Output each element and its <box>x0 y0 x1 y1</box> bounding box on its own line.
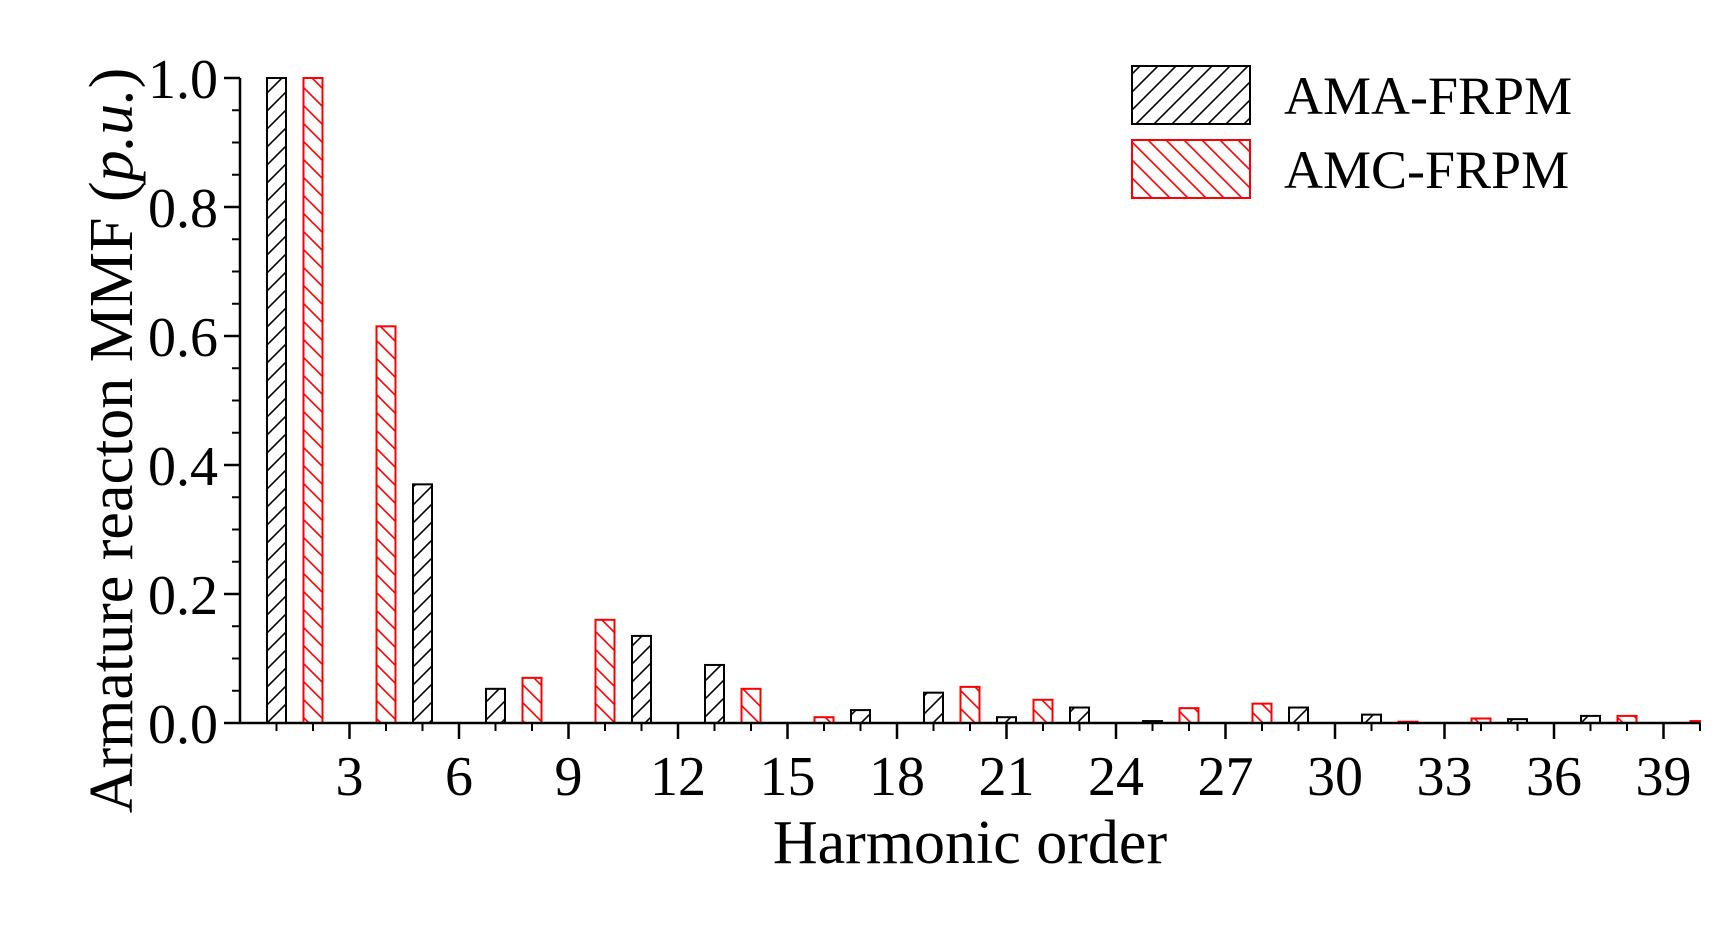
x-tick-label-6: 6 <box>445 746 473 808</box>
legend-swatch-amc-frpm <box>1131 139 1251 199</box>
axes-group: 3 6 9 12 15 18 21 24 27 30 33 36 39 0.00.20.40.60.81… <box>148 49 1701 808</box>
y-ticks: 0.0 0.2 0.4 0.6 0.8 1.0 <box>148 49 240 756</box>
bar-amc-frpm-h10 <box>594 618 616 724</box>
bar-amc-frpm-h14 <box>740 687 762 725</box>
bar-amc-frpm-h4 <box>375 325 397 724</box>
x-tick-label-21: 21 <box>979 746 1035 808</box>
x-tick-label-12: 12 <box>650 746 706 808</box>
y-axis-title-paren-open: ( <box>78 181 146 202</box>
y-tick-label-0.4: 0.4 <box>148 436 218 498</box>
legend-label-amc-frpm: AMC-FRPM <box>1284 140 1569 200</box>
legend-swatch-ama-frpm <box>1131 65 1251 125</box>
bar-ama-frpm-h13 <box>704 663 725 725</box>
x-tick-label-30: 30 <box>1307 746 1363 808</box>
bars-group <box>266 77 1701 725</box>
x-axis-title: Harmonic order <box>773 809 1168 877</box>
y-axis-title: Armature reacton MMF (p.u.) <box>78 68 146 814</box>
bar-amc-frpm-h22 <box>1032 698 1054 725</box>
legend-label-ama-frpm: AMA-FRPM <box>1284 66 1572 126</box>
bar-amc-frpm-h8 <box>521 676 543 724</box>
y-axis-title-unit: p.u. <box>78 88 146 185</box>
bar-ama-frpm-h5 <box>412 483 433 724</box>
y-tick-label-1.0: 1.0 <box>148 49 218 111</box>
x-tick-label-36: 36 <box>1526 746 1582 808</box>
bar-amc-frpm-h2 <box>302 77 324 724</box>
x-tick-label-27: 27 <box>1198 746 1254 808</box>
x-tick-label-39: 39 <box>1636 746 1692 808</box>
y-axis-title-paren-close: ) <box>78 68 146 89</box>
y-tick-label-0.6: 0.6 <box>148 307 218 369</box>
bar-ama-frpm-h29 <box>1288 706 1309 725</box>
x-tick-label-3: 3 <box>336 746 364 808</box>
x-tick-label-24: 24 <box>1088 746 1144 808</box>
bar-amc-frpm-h26 <box>1178 707 1200 724</box>
legend: AMA-FRPM AMC-FRPM <box>1131 65 1572 200</box>
x-tick-label-15: 15 <box>760 746 816 808</box>
bar-amc-frpm-h20 <box>959 685 981 725</box>
bar-ama-frpm-h23 <box>1069 706 1090 725</box>
bar-ama-frpm-h7 <box>485 687 506 725</box>
y-axis-title-main: Armature reacton MMF <box>78 202 146 813</box>
bar-ama-frpm-h11 <box>631 634 652 724</box>
bar-amc-frpm-h28 <box>1251 702 1273 725</box>
x-ticks: 3 6 9 12 15 18 21 24 27 30 33 36 39 <box>275 723 1701 808</box>
x-tick-label-33: 33 <box>1417 746 1473 808</box>
y-tick-label-0.0: 0.0 <box>148 694 218 756</box>
bar-ama-frpm-h17 <box>850 709 871 724</box>
y-tick-label-0.2: 0.2 <box>148 565 218 627</box>
y-tick-label-0.8: 0.8 <box>148 178 218 240</box>
bar-ama-frpm-h1 <box>266 77 287 724</box>
bar-ama-frpm-h19 <box>923 691 944 724</box>
x-tick-label-9: 9 <box>555 746 583 808</box>
x-tick-label-18: 18 <box>869 746 925 808</box>
bar-ama-frpm-h31 <box>1361 713 1382 724</box>
